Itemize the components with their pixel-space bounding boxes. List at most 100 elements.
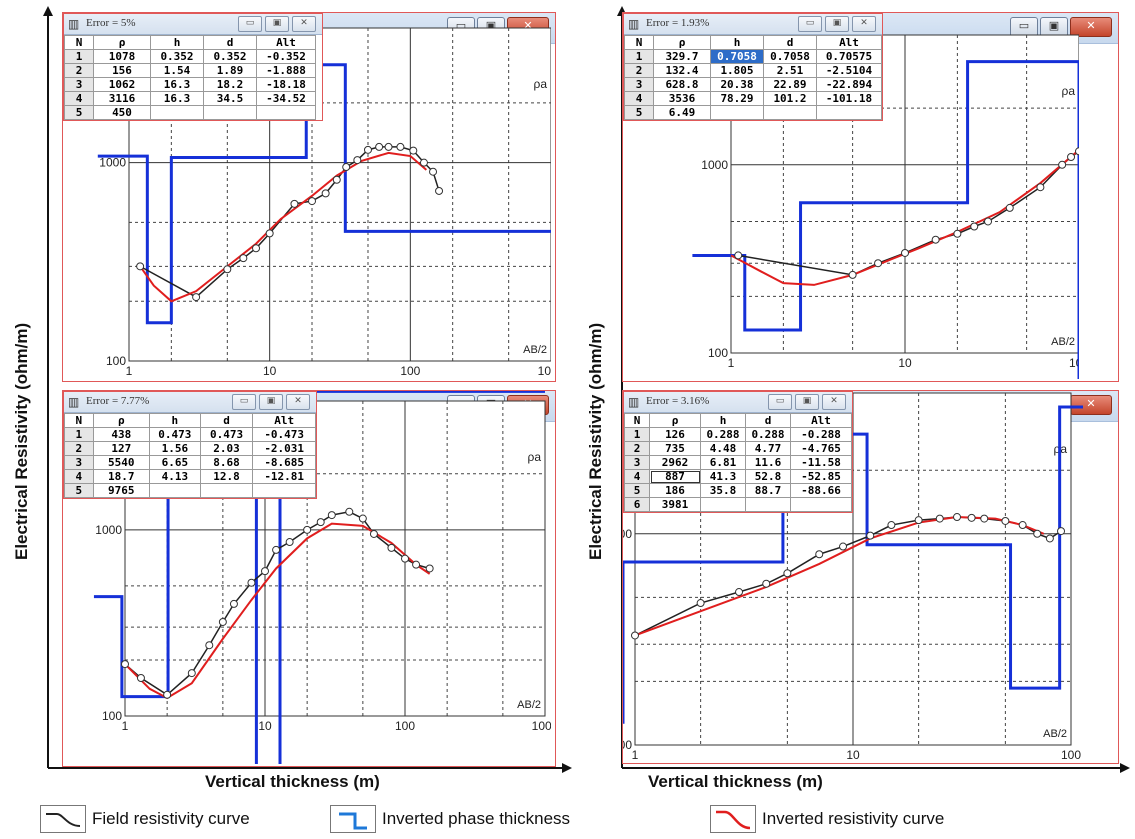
row-number-cell[interactable]: 4 bbox=[624, 91, 654, 106]
table-title-bar[interactable]: ▥ Error = 5% ▭ ▣ ✕ bbox=[64, 14, 322, 35]
row-number-cell[interactable]: 4 bbox=[64, 91, 94, 106]
table-row[interactable]: 3 628.8 20.38 22.89 -22.894 bbox=[624, 77, 882, 92]
table-cell[interactable]: 101.2 bbox=[763, 91, 817, 106]
table-header-cell[interactable]: h bbox=[710, 35, 764, 50]
table-cell[interactable]: 0.7058 bbox=[710, 49, 764, 64]
table-cell[interactable]: 18.7 bbox=[92, 469, 151, 484]
table-cell[interactable]: 0.288 bbox=[745, 427, 791, 442]
table-cell[interactable]: 12.8 bbox=[199, 469, 254, 484]
table-row[interactable]: 3 2962 6.81 11.6 -11.58 bbox=[624, 455, 852, 470]
table-minimize-icon[interactable]: ▭ bbox=[232, 394, 256, 410]
table-maximize-icon[interactable]: ▣ bbox=[825, 16, 849, 32]
table-cell[interactable]: -0.352 bbox=[256, 49, 316, 64]
table-cell[interactable] bbox=[203, 105, 257, 120]
table-header-cell[interactable]: Alt bbox=[790, 413, 852, 428]
table-minimize-icon[interactable]: ▭ bbox=[798, 16, 822, 32]
row-number-cell[interactable]: 2 bbox=[624, 63, 654, 78]
table-header-cell[interactable]: N bbox=[64, 35, 94, 50]
row-number-cell[interactable]: 1 bbox=[64, 49, 94, 64]
row-number-cell[interactable]: 4 bbox=[624, 469, 650, 484]
table-header-cell[interactable]: h bbox=[149, 413, 201, 428]
table-cell[interactable]: 628.8 bbox=[653, 77, 711, 92]
table-header-cell[interactable]: h bbox=[700, 413, 746, 428]
table-cell[interactable]: 887 bbox=[649, 469, 701, 484]
table-cell[interactable]: 438 bbox=[92, 427, 151, 442]
table-cell[interactable]: 450 bbox=[93, 105, 151, 120]
row-number-cell[interactable]: 5 bbox=[64, 105, 94, 120]
table-cell[interactable]: 0.70575 bbox=[816, 49, 882, 64]
table-cell[interactable] bbox=[745, 497, 791, 512]
table-cell[interactable]: 52.8 bbox=[745, 469, 791, 484]
table-cell[interactable] bbox=[199, 483, 254, 498]
table-cell[interactable]: 4.48 bbox=[700, 441, 746, 456]
table-row[interactable]: 5 9765 bbox=[64, 483, 316, 498]
row-number-cell[interactable]: 2 bbox=[64, 63, 94, 78]
table-cell[interactable]: 16.3 bbox=[150, 91, 204, 106]
close-icon[interactable]: ✕ bbox=[1070, 17, 1112, 37]
table-row[interactable]: 4 18.7 4.13 12.8 -12.81 bbox=[64, 469, 316, 484]
table-cell[interactable]: 88.7 bbox=[745, 483, 791, 498]
table-cell[interactable]: 78.29 bbox=[710, 91, 764, 106]
table-header-cell[interactable]: N bbox=[64, 413, 94, 428]
table-cell[interactable]: -18.18 bbox=[256, 77, 316, 92]
table-minimize-icon[interactable]: ▭ bbox=[238, 16, 262, 32]
table-title-bar[interactable]: ▥ Error = 7.77% ▭ ▣ ✕ bbox=[64, 392, 316, 413]
table-cell[interactable]: 8.68 bbox=[199, 455, 254, 470]
row-number-cell[interactable]: 6 bbox=[624, 497, 650, 512]
table-cell[interactable]: 9765 bbox=[92, 483, 151, 498]
table-minimize-icon[interactable]: ▭ bbox=[768, 394, 792, 410]
table-cell[interactable]: 2.03 bbox=[199, 441, 254, 456]
table-title-bar[interactable]: ▥ Error = 3.16% ▭ ▣ ✕ bbox=[624, 392, 852, 413]
table-row[interactable]: 3 5540 6.65 8.68 -8.685 bbox=[64, 455, 316, 470]
table-cell[interactable]: -34.52 bbox=[256, 91, 316, 106]
table-cell[interactable]: -8.685 bbox=[252, 455, 316, 470]
table-cell[interactable]: 156 bbox=[93, 63, 151, 78]
row-number-cell[interactable]: 1 bbox=[64, 427, 94, 442]
table-close-icon[interactable]: ✕ bbox=[286, 394, 310, 410]
table-header-cell[interactable]: Alt bbox=[256, 35, 316, 50]
table-maximize-icon[interactable]: ▣ bbox=[265, 16, 289, 32]
table-cell[interactable] bbox=[149, 483, 201, 498]
table-cell[interactable] bbox=[816, 105, 882, 120]
row-number-cell[interactable]: 1 bbox=[624, 427, 650, 442]
table-row[interactable]: 4 887 41.3 52.8 -52.85 bbox=[624, 469, 852, 484]
table-header-cell[interactable]: d bbox=[763, 35, 817, 50]
table-cell[interactable]: 2962 bbox=[649, 455, 701, 470]
table-cell[interactable]: -1.888 bbox=[256, 63, 316, 78]
table-cell[interactable]: -88.66 bbox=[790, 483, 852, 498]
table-cell[interactable]: 4.77 bbox=[745, 441, 791, 456]
table-cell[interactable]: 6.81 bbox=[700, 455, 746, 470]
row-number-cell[interactable]: 3 bbox=[64, 77, 94, 92]
table-cell[interactable]: 35.8 bbox=[700, 483, 746, 498]
table-maximize-icon[interactable]: ▣ bbox=[259, 394, 283, 410]
table-cell[interactable]: 4.13 bbox=[149, 469, 201, 484]
table-cell[interactable]: 5540 bbox=[92, 455, 151, 470]
row-number-cell[interactable]: 4 bbox=[64, 469, 94, 484]
table-row[interactable]: 2 735 4.48 4.77 -4.765 bbox=[624, 441, 852, 456]
table-cell[interactable]: 3536 bbox=[653, 91, 711, 106]
table-cell[interactable]: 0.473 bbox=[149, 427, 201, 442]
table-row[interactable]: 6 3981 bbox=[624, 497, 852, 512]
table-cell[interactable] bbox=[256, 105, 316, 120]
table-cell[interactable]: -52.85 bbox=[790, 469, 852, 484]
table-cell[interactable]: -0.473 bbox=[252, 427, 316, 442]
table-row[interactable]: 5 6.49 bbox=[624, 105, 882, 120]
table-close-icon[interactable]: ✕ bbox=[292, 16, 316, 32]
table-header-cell[interactable]: Alt bbox=[252, 413, 316, 428]
table-cell[interactable]: -4.765 bbox=[790, 441, 852, 456]
table-cell[interactable]: 329.7 bbox=[653, 49, 711, 64]
row-number-cell[interactable]: 3 bbox=[624, 455, 650, 470]
table-header-cell[interactable]: ρ bbox=[93, 35, 151, 50]
table-cell[interactable]: 735 bbox=[649, 441, 701, 456]
table-cell[interactable] bbox=[252, 483, 316, 498]
row-number-cell[interactable]: 3 bbox=[624, 77, 654, 92]
table-cell[interactable] bbox=[710, 105, 764, 120]
table-maximize-icon[interactable]: ▣ bbox=[795, 394, 819, 410]
table-row[interactable]: 2 132.4 1.805 2.51 -2.5104 bbox=[624, 63, 882, 78]
table-row[interactable]: 1 1078 0.352 0.352 -0.352 bbox=[64, 49, 316, 64]
table-header-cell[interactable]: ρ bbox=[92, 413, 151, 428]
table-cell[interactable]: 0.352 bbox=[203, 49, 257, 64]
table-row[interactable]: 2 156 1.54 1.89 -1.888 bbox=[64, 63, 316, 78]
